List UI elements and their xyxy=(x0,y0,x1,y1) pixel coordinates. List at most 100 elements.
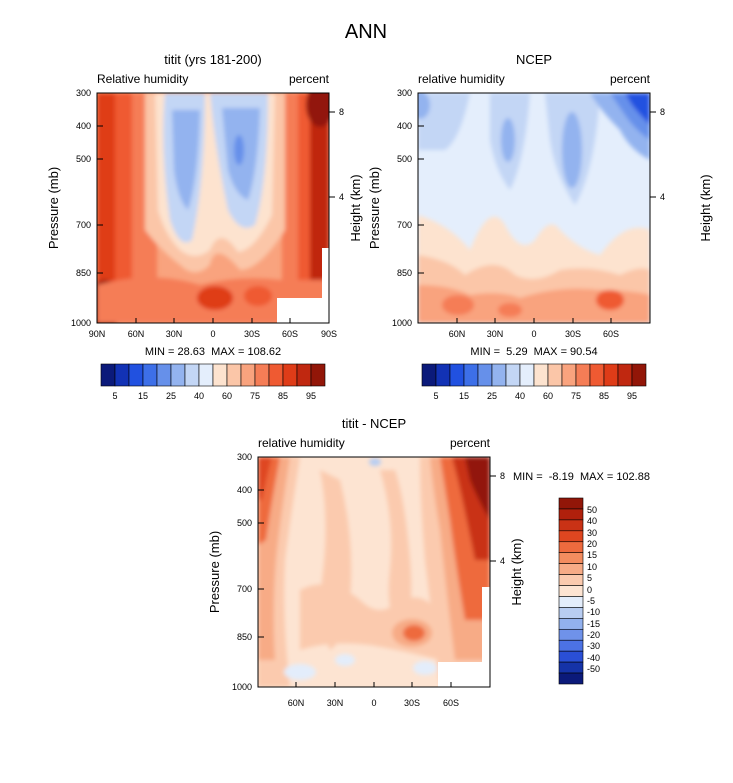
colorbar-swatch xyxy=(519,363,535,387)
colorbar-label: 15 xyxy=(587,550,597,560)
colorbar-label: -5 xyxy=(587,596,595,606)
height-tick-label: 4 xyxy=(339,192,344,202)
x-tick-label: 60S xyxy=(443,698,459,708)
y-tick-label: 500 xyxy=(237,518,252,528)
colorbar-label: 95 xyxy=(306,391,316,401)
height-tick-label: 8 xyxy=(339,107,344,117)
colorbar-swatch xyxy=(558,661,584,674)
x-tick-label: 60S xyxy=(282,329,298,339)
right-axis: 8 4 xyxy=(650,107,665,202)
x-tick-label: 60N xyxy=(128,329,145,339)
colorbar-label: -10 xyxy=(587,607,600,617)
colorbar-swatch xyxy=(561,363,577,387)
field-label: relative humidity xyxy=(418,72,505,86)
contour-field xyxy=(418,93,650,323)
colorbar-label: 50 xyxy=(587,505,597,515)
colorbar-swatch xyxy=(128,363,144,387)
y-tick-label: 850 xyxy=(76,268,91,278)
colorbar-label: 25 xyxy=(166,391,176,401)
colorbar-swatch xyxy=(558,552,584,564)
panel-difference: titit - NCEP relative humidity percent xyxy=(207,416,650,708)
stats-label: MIN = -8.19 MAX = 102.88 xyxy=(513,471,650,483)
colorbar-label: 15 xyxy=(138,391,148,401)
colorbar-swatch xyxy=(254,363,270,387)
field-label: relative humidity xyxy=(258,436,345,450)
colorbar-swatch xyxy=(156,363,172,387)
y-tick-label: 500 xyxy=(76,154,91,164)
right-axis-label: Height (km) xyxy=(348,174,363,241)
y-axis: 300 400 500 700 850 1000 xyxy=(392,88,424,328)
colorbar-swatch xyxy=(226,363,242,387)
colorbar-label: 40 xyxy=(587,516,597,526)
colorbar-swatch xyxy=(421,363,437,387)
x-tick-label: 30N xyxy=(327,698,344,708)
page-title: ANN xyxy=(345,21,387,43)
y-tick-label: 1000 xyxy=(232,682,252,692)
colorbar-label: 75 xyxy=(250,391,260,401)
colorbar-swatch xyxy=(558,650,584,663)
units-label: percent xyxy=(610,72,651,86)
colorbar-swatch xyxy=(558,639,584,652)
colorbar-swatch xyxy=(558,574,584,586)
units-label: percent xyxy=(450,436,491,450)
y-tick-label: 400 xyxy=(76,121,91,131)
colorbar-label: -15 xyxy=(587,619,600,629)
colorbar: 5 15 25 40 60 75 85 95 xyxy=(421,363,647,401)
y-axis-label: Pressure (mb) xyxy=(367,167,382,249)
colorbar-swatch xyxy=(240,363,256,387)
colorbar-label: 60 xyxy=(222,391,232,401)
contour-field xyxy=(97,93,329,323)
stats-label: MIN = 28.63 MAX = 108.62 xyxy=(145,346,281,358)
y-tick-label: 700 xyxy=(397,220,412,230)
y-axis-label: Pressure (mb) xyxy=(46,167,61,249)
x-tick-label: 30S xyxy=(565,329,581,339)
colorbar-swatch xyxy=(558,607,584,619)
colorbar-swatch xyxy=(184,363,200,387)
colorbar-swatch xyxy=(435,363,451,387)
colorbar-swatch xyxy=(558,585,584,597)
colorbar-swatch xyxy=(449,363,465,387)
height-tick-label: 8 xyxy=(660,107,665,117)
colorbar-swatch xyxy=(558,628,584,641)
colorbar-swatch xyxy=(575,363,591,387)
x-tick-label: 30S xyxy=(244,329,260,339)
y-axis: 300 400 500 700 850 1000 xyxy=(71,88,103,328)
colorbar-label: 40 xyxy=(194,391,204,401)
panel-title: NCEP xyxy=(516,52,552,67)
colorbar-swatch xyxy=(268,363,284,387)
panel-title: titit - NCEP xyxy=(342,416,406,431)
y-tick-label: 300 xyxy=(237,452,252,462)
stats-label: MIN = 5.29 MAX = 90.54 xyxy=(470,346,597,358)
colorbar-swatch xyxy=(170,363,186,387)
colorbar-swatch xyxy=(589,363,605,387)
colorbar-label: -40 xyxy=(587,653,600,663)
colorbar-swatch xyxy=(212,363,228,387)
colorbar-label: -50 xyxy=(587,664,600,674)
colorbar-swatch xyxy=(547,363,563,387)
colorbar-swatch xyxy=(558,519,584,532)
colorbar-label: 30 xyxy=(587,528,597,538)
colorbar: 5 15 25 40 60 75 85 95 xyxy=(100,363,326,401)
x-tick-label: 30N xyxy=(166,329,183,339)
colorbar-label: 10 xyxy=(587,562,597,572)
right-axis: 8 4 xyxy=(490,471,505,566)
colorbar-swatch xyxy=(558,563,584,575)
colorbar-swatch xyxy=(631,363,647,387)
y-tick-label: 300 xyxy=(76,88,91,98)
colorbar-label: 40 xyxy=(515,391,525,401)
y-axis-label: Pressure (mb) xyxy=(207,531,222,613)
right-axis-label: Height (km) xyxy=(509,538,524,605)
colorbar-label: 5 xyxy=(587,573,592,583)
colorbar-label: 20 xyxy=(587,539,597,549)
colorbar-swatch xyxy=(491,363,507,387)
colorbar-swatch xyxy=(198,363,214,387)
x-tick-label: 0 xyxy=(210,329,215,339)
colorbar-swatch xyxy=(142,363,158,387)
height-tick-label: 4 xyxy=(500,556,505,566)
y-tick-label: 850 xyxy=(237,632,252,642)
colorbar-swatch xyxy=(558,672,584,685)
colorbar-swatch xyxy=(463,363,479,387)
height-tick-label: 8 xyxy=(500,471,505,481)
colorbar-swatch xyxy=(558,596,584,608)
